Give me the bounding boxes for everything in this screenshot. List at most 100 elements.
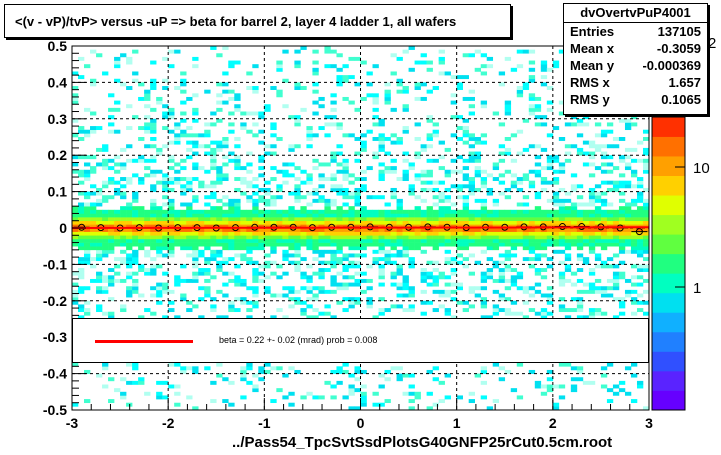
heatmap-cell <box>168 231 175 236</box>
heatmap-cell <box>120 217 127 222</box>
heatmap-cell <box>624 126 632 131</box>
heatmap-cell <box>420 275 427 280</box>
heatmap-cell <box>138 238 145 243</box>
heatmap-cell <box>306 228 313 232</box>
heatmap-cell <box>636 264 644 269</box>
heatmap-cell <box>216 268 223 272</box>
heatmap-cell <box>126 206 133 211</box>
heatmap-cell <box>126 289 133 294</box>
heatmap-cell <box>132 198 139 203</box>
heatmap-cell <box>624 147 632 152</box>
heatmap-cell <box>366 129 373 134</box>
heatmap-cell <box>186 133 193 138</box>
heatmap-cell <box>288 286 295 291</box>
heatmap-cell <box>162 86 169 90</box>
heatmap-cell <box>564 242 572 247</box>
heatmap-cell <box>162 78 169 83</box>
heatmap-cell <box>384 377 391 382</box>
heatmap-cell <box>630 275 638 280</box>
heatmap-cell <box>228 158 235 163</box>
heatmap-cell <box>120 53 127 58</box>
heatmap-cell <box>432 202 439 207</box>
heatmap-cell <box>252 388 259 393</box>
heatmap-cell <box>306 133 313 138</box>
heatmap-cell <box>234 264 241 269</box>
heatmap-cell <box>540 391 548 396</box>
heatmap-cell <box>294 268 301 272</box>
heatmap-cell <box>450 213 457 218</box>
heatmap-cell <box>312 271 319 276</box>
stats-row-rms-y: RMS y 0.1065 <box>564 91 707 108</box>
heatmap-cell <box>204 224 211 229</box>
heatmap-cell <box>264 209 271 214</box>
heatmap-cell <box>558 166 566 171</box>
heatmap-cell <box>300 257 307 262</box>
heatmap-cell <box>426 133 433 138</box>
heatmap-cell <box>264 242 271 247</box>
heatmap-cell <box>444 195 451 200</box>
heatmap-cell <box>366 220 373 225</box>
heatmap-cell <box>534 169 542 174</box>
heatmap-cell <box>378 217 385 222</box>
heatmap-cell <box>510 238 518 243</box>
x-tick-label: 3 <box>645 415 653 431</box>
heatmap-cell <box>378 373 385 378</box>
heatmap-cell <box>330 107 337 112</box>
heatmap-cell <box>576 220 584 225</box>
heatmap-cell <box>420 220 427 225</box>
heatmap-cell <box>156 246 163 251</box>
heatmap-cell <box>510 246 518 251</box>
heatmap-cell <box>552 158 560 163</box>
heatmap-cell <box>204 246 211 251</box>
heatmap-cell <box>450 282 457 287</box>
heatmap-cell <box>450 115 457 120</box>
heatmap-cell <box>78 304 85 309</box>
heatmap-cell <box>246 238 253 243</box>
heatmap-cell <box>102 224 109 229</box>
heatmap-cell <box>432 366 439 371</box>
heatmap-cell <box>192 213 199 218</box>
heatmap-cell <box>522 49 530 54</box>
heatmap-cell <box>348 238 355 243</box>
heatmap-cell <box>282 173 289 178</box>
heatmap-cell <box>108 177 115 181</box>
heatmap-cell <box>264 217 271 222</box>
heatmap-cell <box>78 217 85 222</box>
heatmap-cell <box>642 268 650 272</box>
heatmap-cell <box>564 198 572 203</box>
heatmap-cell <box>114 162 121 167</box>
heatmap-cell <box>198 253 205 258</box>
heatmap-cell <box>246 380 253 385</box>
heatmap-cell <box>336 242 343 247</box>
heatmap-cell <box>342 213 349 218</box>
heatmap-cell <box>570 231 578 236</box>
heatmap-cell <box>486 64 494 69</box>
heatmap-cell <box>474 373 482 378</box>
heatmap-cell <box>300 107 307 112</box>
heatmap-cell <box>390 275 397 280</box>
heatmap-cell <box>282 249 289 254</box>
heatmap-cell <box>294 228 301 232</box>
heatmap-cell <box>480 213 488 218</box>
heatmap-cell <box>360 278 367 283</box>
heatmap-cell <box>546 228 554 232</box>
heatmap-cell <box>168 253 175 258</box>
heatmap-cell <box>390 228 397 232</box>
heatmap-cell <box>540 64 548 69</box>
heatmap-cell <box>78 202 85 207</box>
heatmap-cell <box>444 198 451 203</box>
heatmap-cell <box>180 246 187 251</box>
heatmap-cell <box>168 166 175 171</box>
heatmap-cell <box>480 177 488 181</box>
heatmap-cell <box>384 151 391 156</box>
heatmap-cell <box>378 137 385 141</box>
heatmap-cell <box>642 238 650 243</box>
heatmap-cell <box>594 228 602 232</box>
heatmap-cell <box>456 217 463 222</box>
heatmap-cell <box>612 137 620 141</box>
heatmap-cell <box>402 177 409 181</box>
heatmap-cell <box>252 238 259 243</box>
heatmap-cell <box>360 384 367 389</box>
heatmap-cell <box>342 238 349 243</box>
heatmap-cell <box>84 206 91 211</box>
